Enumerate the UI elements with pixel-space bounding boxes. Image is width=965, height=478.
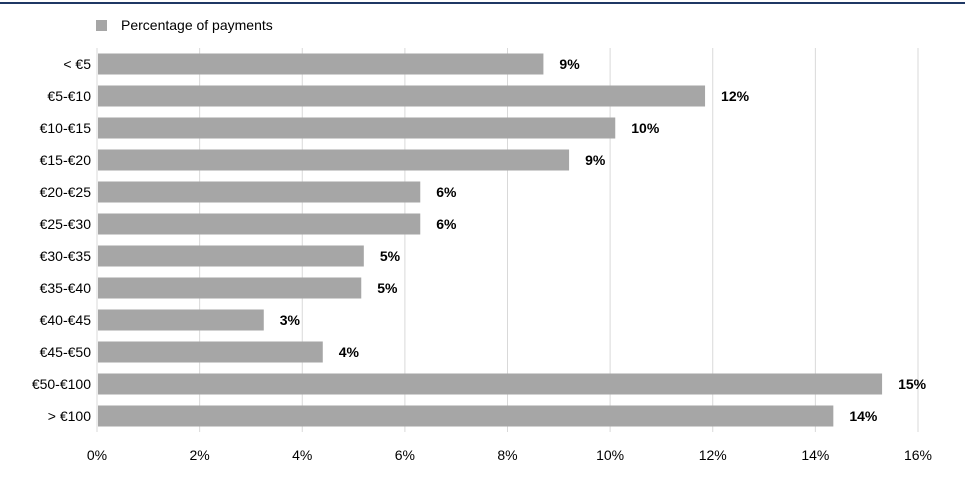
data-label: 4% (339, 344, 360, 360)
bar (98, 53, 544, 75)
x-tick-label: 8% (497, 447, 517, 463)
data-label: 5% (380, 248, 401, 264)
category-label: > €100 (48, 408, 91, 424)
category-label: €30-€35 (40, 248, 92, 264)
category-label: €25-€30 (40, 216, 92, 232)
bar (98, 117, 616, 139)
bar (98, 341, 323, 363)
bar (98, 277, 362, 299)
data-label: 10% (631, 120, 660, 136)
bar (98, 213, 421, 235)
bar (98, 245, 364, 267)
top-rule (0, 2, 965, 4)
x-tick-label: 4% (292, 447, 312, 463)
x-tick-label: 6% (395, 447, 415, 463)
x-tick-label: 2% (190, 447, 210, 463)
x-tick-label: 16% (904, 447, 932, 463)
x-tick-label: 0% (87, 447, 107, 463)
data-label: 9% (559, 56, 580, 72)
data-label: 6% (436, 184, 457, 200)
category-label: €15-€20 (40, 152, 92, 168)
category-label: €10-€15 (40, 120, 92, 136)
data-label: 9% (585, 152, 606, 168)
x-tick-label: 12% (699, 447, 727, 463)
bar (98, 149, 570, 171)
category-label: €5-€10 (47, 88, 91, 104)
legend-swatch (96, 19, 107, 31)
legend-label: Percentage of payments (121, 17, 273, 33)
data-label: 5% (377, 280, 398, 296)
category-label: €35-€40 (40, 280, 92, 296)
category-label: €20-€25 (40, 184, 92, 200)
x-tick-label: 14% (801, 447, 829, 463)
data-label: 6% (436, 216, 457, 232)
category-label: €50-€100 (32, 376, 91, 392)
bar (98, 309, 264, 331)
legend: Percentage of payments (96, 16, 273, 34)
bar (98, 405, 834, 427)
data-label: 14% (849, 408, 878, 424)
category-label: €45-€50 (40, 344, 92, 360)
category-label: €40-€45 (40, 312, 92, 328)
data-label: 12% (721, 88, 750, 104)
data-label: 15% (898, 376, 927, 392)
bar (98, 181, 421, 203)
x-tick-label: 10% (596, 447, 624, 463)
data-label: 3% (280, 312, 301, 328)
category-label: < €5 (63, 56, 91, 72)
bar (98, 85, 706, 107)
bar (98, 373, 883, 395)
